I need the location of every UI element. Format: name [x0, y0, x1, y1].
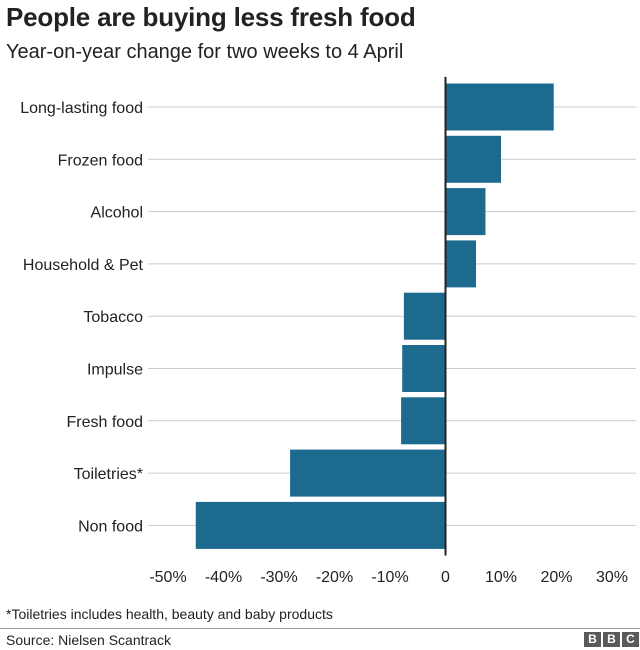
footer-divider [0, 628, 640, 629]
x-tick-label: -30% [260, 569, 297, 586]
chart-subtitle: Year-on-year change for two weeks to 4 A… [6, 41, 404, 63]
footnote: *Toiletries includes health, beauty and … [6, 606, 333, 622]
logo-letter: C [622, 632, 639, 647]
x-tick-label: 20% [540, 569, 572, 586]
x-tick-label: 30% [596, 569, 628, 586]
x-tick-label: 10% [485, 569, 517, 586]
bar [290, 449, 446, 497]
logo-letter: B [584, 632, 601, 647]
category-labels: Long-lasting food Frozen food Alcohol House… [20, 100, 143, 535]
x-tick-label: -20% [316, 569, 353, 586]
bar [445, 83, 554, 131]
bar [401, 397, 446, 445]
category-label: Tobacco [83, 309, 143, 326]
bar [195, 501, 446, 549]
chart-title: People are buying less fresh food [6, 2, 416, 32]
bbc-logo: B B C [584, 632, 639, 647]
bar [445, 135, 501, 183]
category-label: Toiletries* [74, 466, 143, 483]
x-tick-label: -50% [149, 569, 186, 586]
bar [403, 292, 446, 340]
tick-labels: -50% -40% -30% -20% -10% 0 10% 20% 30% [149, 569, 628, 586]
category-label: Alcohol [91, 205, 143, 222]
category-label: Impulse [87, 362, 143, 379]
category-label: Household & Pet [23, 257, 144, 274]
category-label: Frozen food [58, 152, 143, 169]
bar [402, 345, 446, 392]
source-note: Source: Nielsen Scantrack [6, 632, 171, 648]
x-tick-label: -10% [371, 569, 408, 586]
bar-chart: Long-lasting food Frozen food Alcohol House… [20, 76, 636, 586]
x-tick-label: -40% [205, 569, 242, 586]
category-label: Long-lasting food [20, 100, 143, 117]
bar [445, 240, 477, 288]
x-tick-label: 0 [441, 569, 450, 586]
bars [195, 83, 554, 549]
category-label: Fresh food [67, 414, 143, 431]
bar [445, 188, 486, 236]
logo-letter: B [603, 632, 620, 647]
category-label: Non food [78, 518, 143, 535]
